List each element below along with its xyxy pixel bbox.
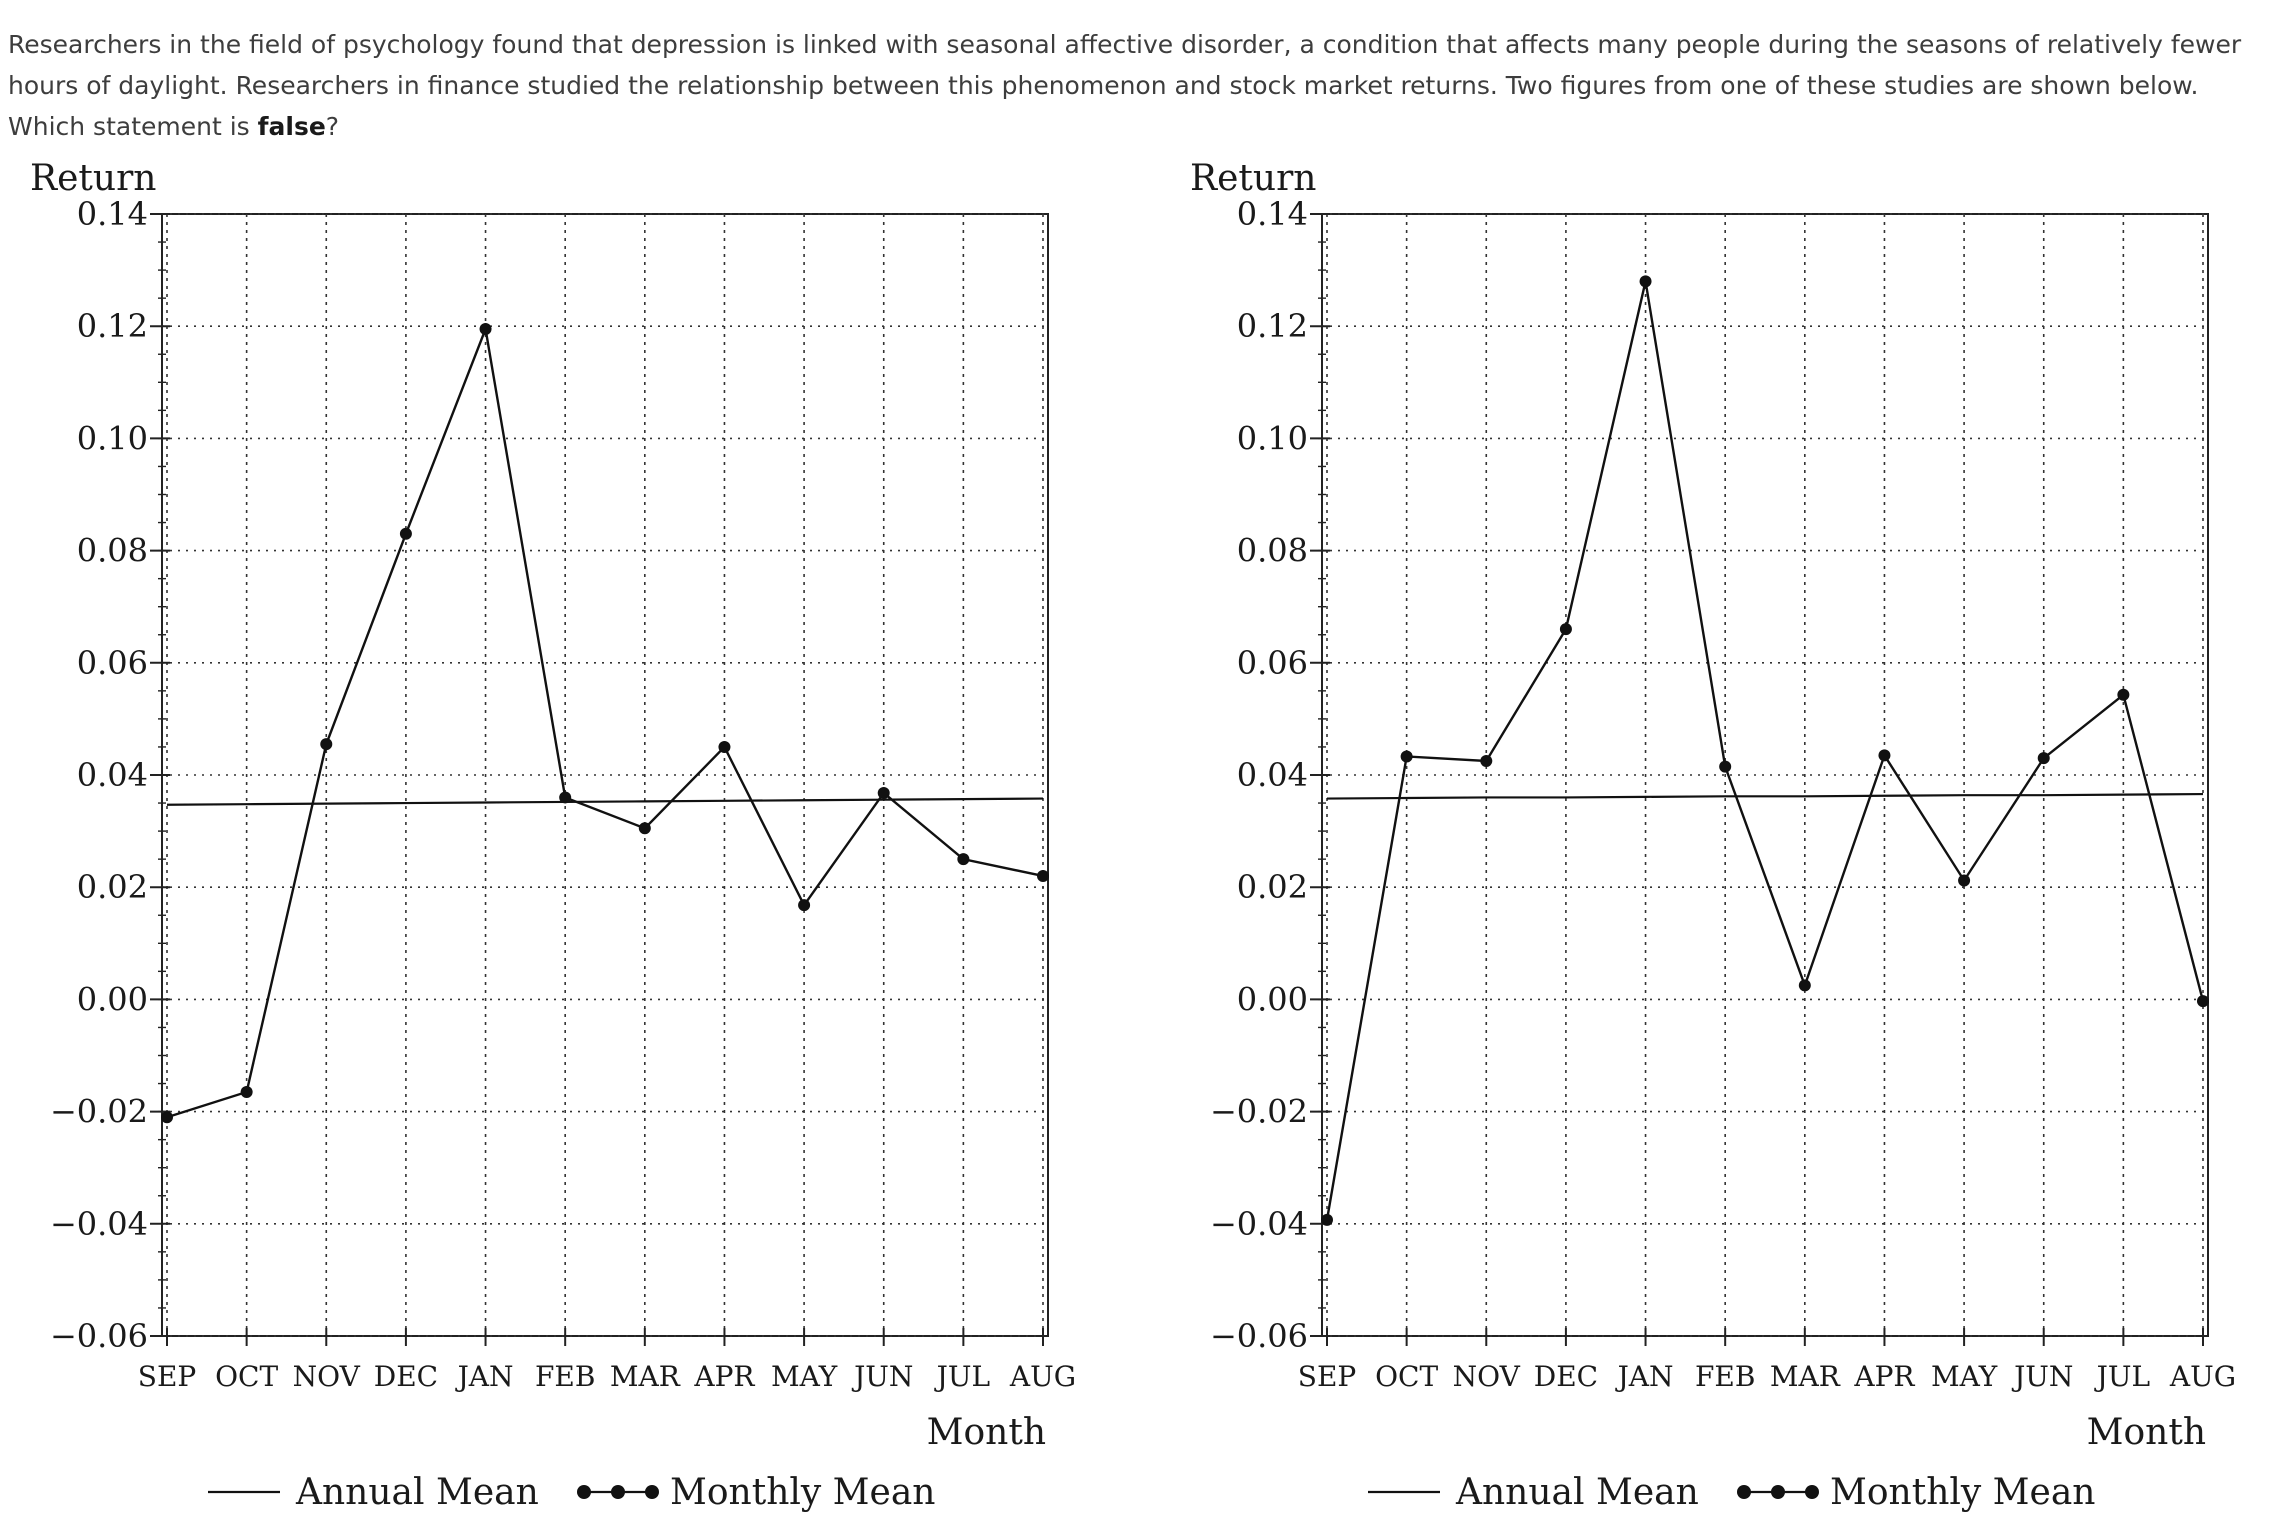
data-point <box>2117 688 2130 701</box>
x-axis-label: Month <box>927 1412 1046 1453</box>
x-tick-label: JUN <box>851 1360 913 1393</box>
x-tick-label: SEP <box>138 1360 196 1393</box>
data-point <box>877 786 890 799</box>
data-point <box>1400 750 1413 763</box>
question-text-before: Researchers in the field of psychology f… <box>8 30 2242 141</box>
chart-left: 0.14 0.12 0.10 0.08 0.06 0.04 0.02 0.00 −0.02 −0.… <box>30 158 1076 1513</box>
x-tick-label: MAR <box>610 1360 681 1393</box>
x-tick-label: APR <box>1853 1360 1915 1393</box>
x-tick-label: OCT <box>1375 1360 1438 1393</box>
x-tick-label: MAY <box>771 1360 838 1393</box>
x-tick-label: AUG <box>2169 1360 2236 1393</box>
x-tick-label: JAN <box>455 1360 514 1393</box>
y-tick-label: −0.04 <box>50 1205 148 1243</box>
y-tick-label: 0.14 <box>1237 195 1308 233</box>
y-tick-label: 0.04 <box>77 756 148 794</box>
x-axis-label: Month <box>2087 1412 2206 1453</box>
legend-monthly-mean-marker <box>1805 1485 1819 1499</box>
data-point <box>798 899 811 912</box>
x-tick-label: FEB <box>535 1360 595 1393</box>
y-tick-label: 0.10 <box>77 419 148 457</box>
y-tick-label: −0.02 <box>1210 1093 1308 1131</box>
data-point <box>1037 869 1049 882</box>
x-tick-label: JUN <box>2011 1360 2073 1393</box>
legend-monthly-mean-marker <box>577 1485 591 1499</box>
data-point <box>957 853 970 866</box>
data-point <box>1798 979 1811 992</box>
y-tick-label: −0.04 <box>1210 1205 1308 1243</box>
question-text: Researchers in the field of psychology f… <box>8 24 2258 147</box>
y-tick-label: 0.14 <box>77 195 148 233</box>
monthly-mean-line <box>166 324 1044 1119</box>
y-axis-label: Return <box>1190 158 1316 199</box>
y-tick-label: −0.02 <box>50 1093 148 1131</box>
x-tick-label: DEC <box>374 1360 438 1393</box>
x-tick-label: JUL <box>2094 1360 2150 1393</box>
legend-monthly-mean-marker <box>1737 1485 1751 1499</box>
y-tick-label: 0.12 <box>77 307 148 345</box>
y-axis-label: Return <box>30 158 156 199</box>
y-tick-label: 0.02 <box>77 868 148 906</box>
x-tick-label: MAY <box>1931 1360 1998 1393</box>
x-tick-label: APR <box>693 1360 755 1393</box>
x-tick-label: JUL <box>934 1360 990 1393</box>
data-point <box>161 1111 173 1124</box>
data-point <box>638 822 651 835</box>
y-tick-label: −0.06 <box>1210 1317 1308 1355</box>
x-tick-label: MAR <box>1770 1360 1841 1393</box>
y-tick-label: 0.00 <box>1237 980 1308 1018</box>
x-tick-label: FEB <box>1695 1360 1755 1393</box>
legend-monthly-mean-label: Monthly Mean <box>1830 1472 2095 1513</box>
x-tick-label: OCT <box>215 1360 278 1393</box>
data-point <box>718 740 731 753</box>
y-tick-label: 0.12 <box>1237 307 1308 345</box>
y-tick-label: 0.00 <box>77 980 148 1018</box>
y-tick-label: −0.06 <box>50 1317 148 1355</box>
legend-monthly-mean-marker <box>611 1485 625 1499</box>
x-tick-label: JAN <box>1615 1360 1674 1393</box>
data-point <box>1559 623 1572 636</box>
x-tick-label: NOV <box>293 1360 361 1393</box>
data-point <box>1639 275 1652 288</box>
y-tick-label: 0.06 <box>77 644 148 682</box>
chart-right: 0.14 0.12 0.10 0.08 0.06 0.04 0.02 0.00 −0.02 −0.… <box>1190 158 2236 1513</box>
x-tick-label: NOV <box>1453 1360 1521 1393</box>
annual-mean-line <box>166 797 1044 806</box>
question-text-after: ? <box>325 112 340 141</box>
legend-annual-mean-label: Annual Mean <box>1455 1472 1699 1513</box>
data-point <box>1480 754 1493 767</box>
y-tick-label: 0.10 <box>1237 419 1308 457</box>
y-tick-label: 0.04 <box>1237 756 1308 794</box>
data-point <box>240 1085 253 1098</box>
x-tick-label: DEC <box>1534 1360 1598 1393</box>
y-tick-label: 0.02 <box>1237 868 1308 906</box>
legend-monthly-mean-marker <box>645 1485 659 1499</box>
annual-mean-line <box>1326 792 2204 800</box>
data-point <box>1719 760 1732 773</box>
y-tick-label: 0.08 <box>77 532 148 570</box>
data-point <box>479 323 492 336</box>
data-point <box>1321 1213 1333 1226</box>
y-tick-label: 0.06 <box>1237 644 1308 682</box>
data-point <box>1878 749 1891 762</box>
data-point <box>2037 752 2050 765</box>
data-point <box>320 738 333 751</box>
legend-annual-mean-label: Annual Mean <box>295 1472 539 1513</box>
question-emphasis: false <box>257 112 326 141</box>
data-point <box>2197 995 2209 1008</box>
data-point <box>1958 874 1971 887</box>
data-point <box>559 791 572 804</box>
y-tick-label: 0.08 <box>1237 532 1308 570</box>
legend-monthly-mean-label: Monthly Mean <box>670 1472 935 1513</box>
monthly-mean-line <box>1325 281 2205 1221</box>
x-tick-label: AUG <box>1009 1360 1076 1393</box>
data-point <box>399 527 412 540</box>
x-tick-label: SEP <box>1298 1360 1356 1393</box>
legend-monthly-mean-marker <box>1771 1485 1785 1499</box>
